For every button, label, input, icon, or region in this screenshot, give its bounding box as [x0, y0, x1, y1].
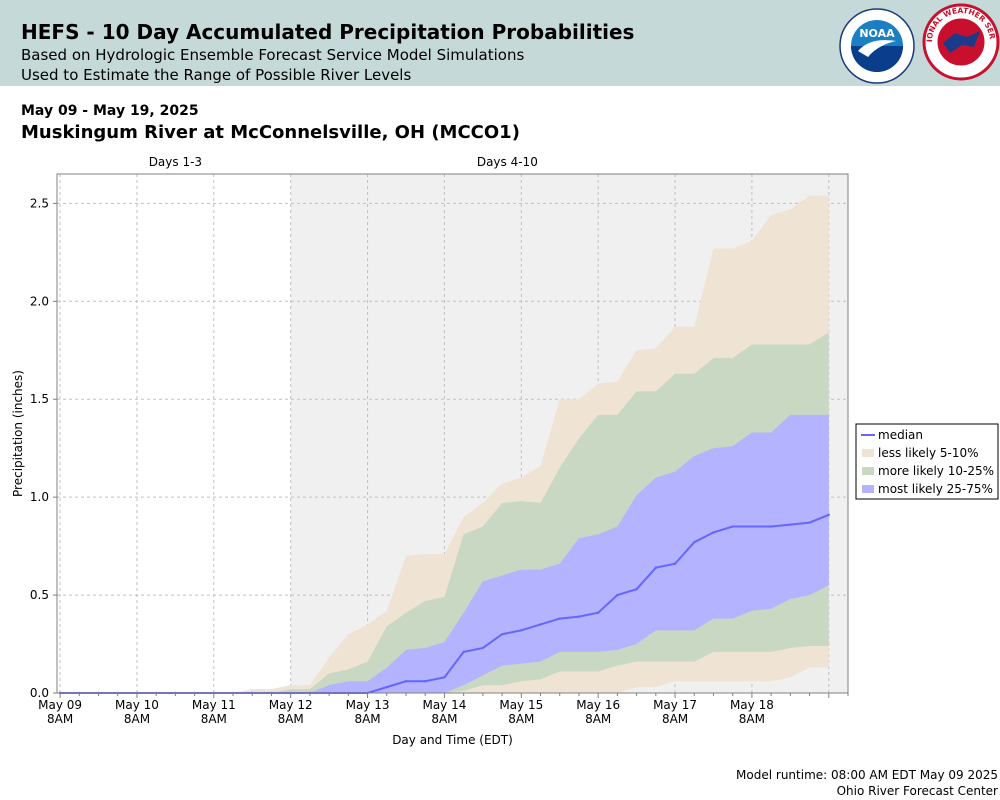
- median-point: [539, 623, 542, 626]
- period-label: Days 4-10: [477, 155, 538, 169]
- median-point: [635, 588, 638, 591]
- y-tick-label: 1.0: [30, 490, 49, 504]
- model-runtime: Model runtime: 08:00 AM EDT May 09 2025: [736, 768, 998, 782]
- median-point: [481, 646, 485, 650]
- legend-box: [855, 423, 999, 500]
- median-point: [520, 629, 523, 632]
- nws-logo: NATIONAL WEATHER SERVICE: [922, 3, 1000, 81]
- x-tick-label-time: 8AM: [508, 712, 534, 726]
- x-tick-label-date: May 12: [269, 698, 313, 712]
- x-tick-label-date: May 11: [192, 698, 236, 712]
- x-tick-label-time: 8AM: [278, 712, 304, 726]
- page-subtitle-2: Used to Estimate the Range of Possible R…: [21, 66, 412, 84]
- x-tick-label-date: May 09: [38, 698, 82, 712]
- median-point: [558, 617, 561, 620]
- x-tick-label-time: 8AM: [354, 712, 380, 726]
- x-tick-label-time: 8AM: [739, 712, 765, 726]
- median-point: [769, 525, 773, 528]
- median-point: [693, 540, 696, 544]
- median-point: [443, 676, 446, 679]
- x-tick-label-date: May 14: [422, 698, 466, 712]
- forecast-location: Muskingum River at McConnelsville, OH (M…: [21, 122, 520, 143]
- x-tick-label-time: 8AM: [431, 712, 457, 726]
- chart-legend: [855, 423, 999, 500]
- period-label: Days 1-3: [149, 155, 202, 169]
- x-tick-label-date: May 16: [576, 698, 620, 712]
- header-banner: HEFS - 10 Day Accumulated Precipitation …: [0, 0, 1000, 86]
- page-title: HEFS - 10 Day Accumulated Precipitation …: [21, 20, 635, 44]
- median-point: [654, 566, 658, 569]
- median-point: [673, 562, 677, 565]
- noaa-logo: NOAA: [839, 8, 915, 84]
- x-tick-label-time: 8AM: [662, 712, 688, 726]
- median-point: [404, 680, 408, 683]
- median-point: [731, 525, 734, 528]
- median-point: [827, 513, 830, 516]
- median-point: [500, 633, 504, 636]
- median-point: [616, 593, 619, 597]
- legend-label: more likely 10-25%: [878, 464, 994, 478]
- median-point: [596, 611, 600, 614]
- legend-swatch: [862, 449, 874, 457]
- median-point: [385, 685, 388, 689]
- median-point: [750, 525, 754, 528]
- legend-label: median: [878, 428, 923, 442]
- legend-label: less likely 5-10%: [878, 446, 979, 460]
- legend-label: most likely 25-75%: [878, 482, 993, 496]
- x-tick-label-time: 8AM: [201, 712, 227, 726]
- y-axis-title: Precipitation (inches): [11, 370, 25, 497]
- page-subtitle-1: Based on Hydrologic Ensemble Forecast Se…: [21, 46, 525, 64]
- legend-swatch: [862, 485, 874, 493]
- x-tick-label-date: May 13: [346, 698, 390, 712]
- x-tick-label-date: May 18: [730, 698, 774, 712]
- x-tick-label-date: May 17: [653, 698, 697, 712]
- y-tick-label: 2.0: [30, 294, 49, 308]
- forecast-date-range: May 09 - May 19, 2025: [21, 103, 199, 119]
- y-tick-label: 0.5: [30, 588, 49, 602]
- y-tick-label: 0.0: [30, 686, 49, 700]
- median-point: [712, 531, 715, 534]
- precipitation-chart: Days 1-3 Days 4-10 0.0 0.5 1.0 1.5 2.0 2.5 May 0…: [11, 155, 999, 747]
- noaa-logo-text: NOAA: [859, 27, 895, 40]
- x-tick-label-date: May 10: [115, 698, 159, 712]
- band-most-likely: [60, 414, 829, 693]
- x-tick-label-time: 8AM: [124, 712, 150, 726]
- y-tick-label: 2.5: [30, 196, 49, 210]
- median-point: [462, 650, 465, 654]
- x-tick-label-time: 8AM: [47, 712, 73, 726]
- x-axis-title: Day and Time (EDT): [392, 733, 513, 747]
- median-point: [808, 521, 811, 524]
- y-tick-label: 1.5: [30, 392, 49, 406]
- x-tick-label-date: May 15: [499, 698, 543, 712]
- median-point: [577, 615, 581, 618]
- median-point: [424, 680, 427, 683]
- legend-swatch: [862, 467, 874, 475]
- plot-border: [56, 173, 849, 694]
- x-tick-label-time: 8AM: [585, 712, 611, 726]
- median-point: [789, 523, 792, 526]
- forecast-center: Ohio River Forecast Center: [836, 784, 998, 798]
